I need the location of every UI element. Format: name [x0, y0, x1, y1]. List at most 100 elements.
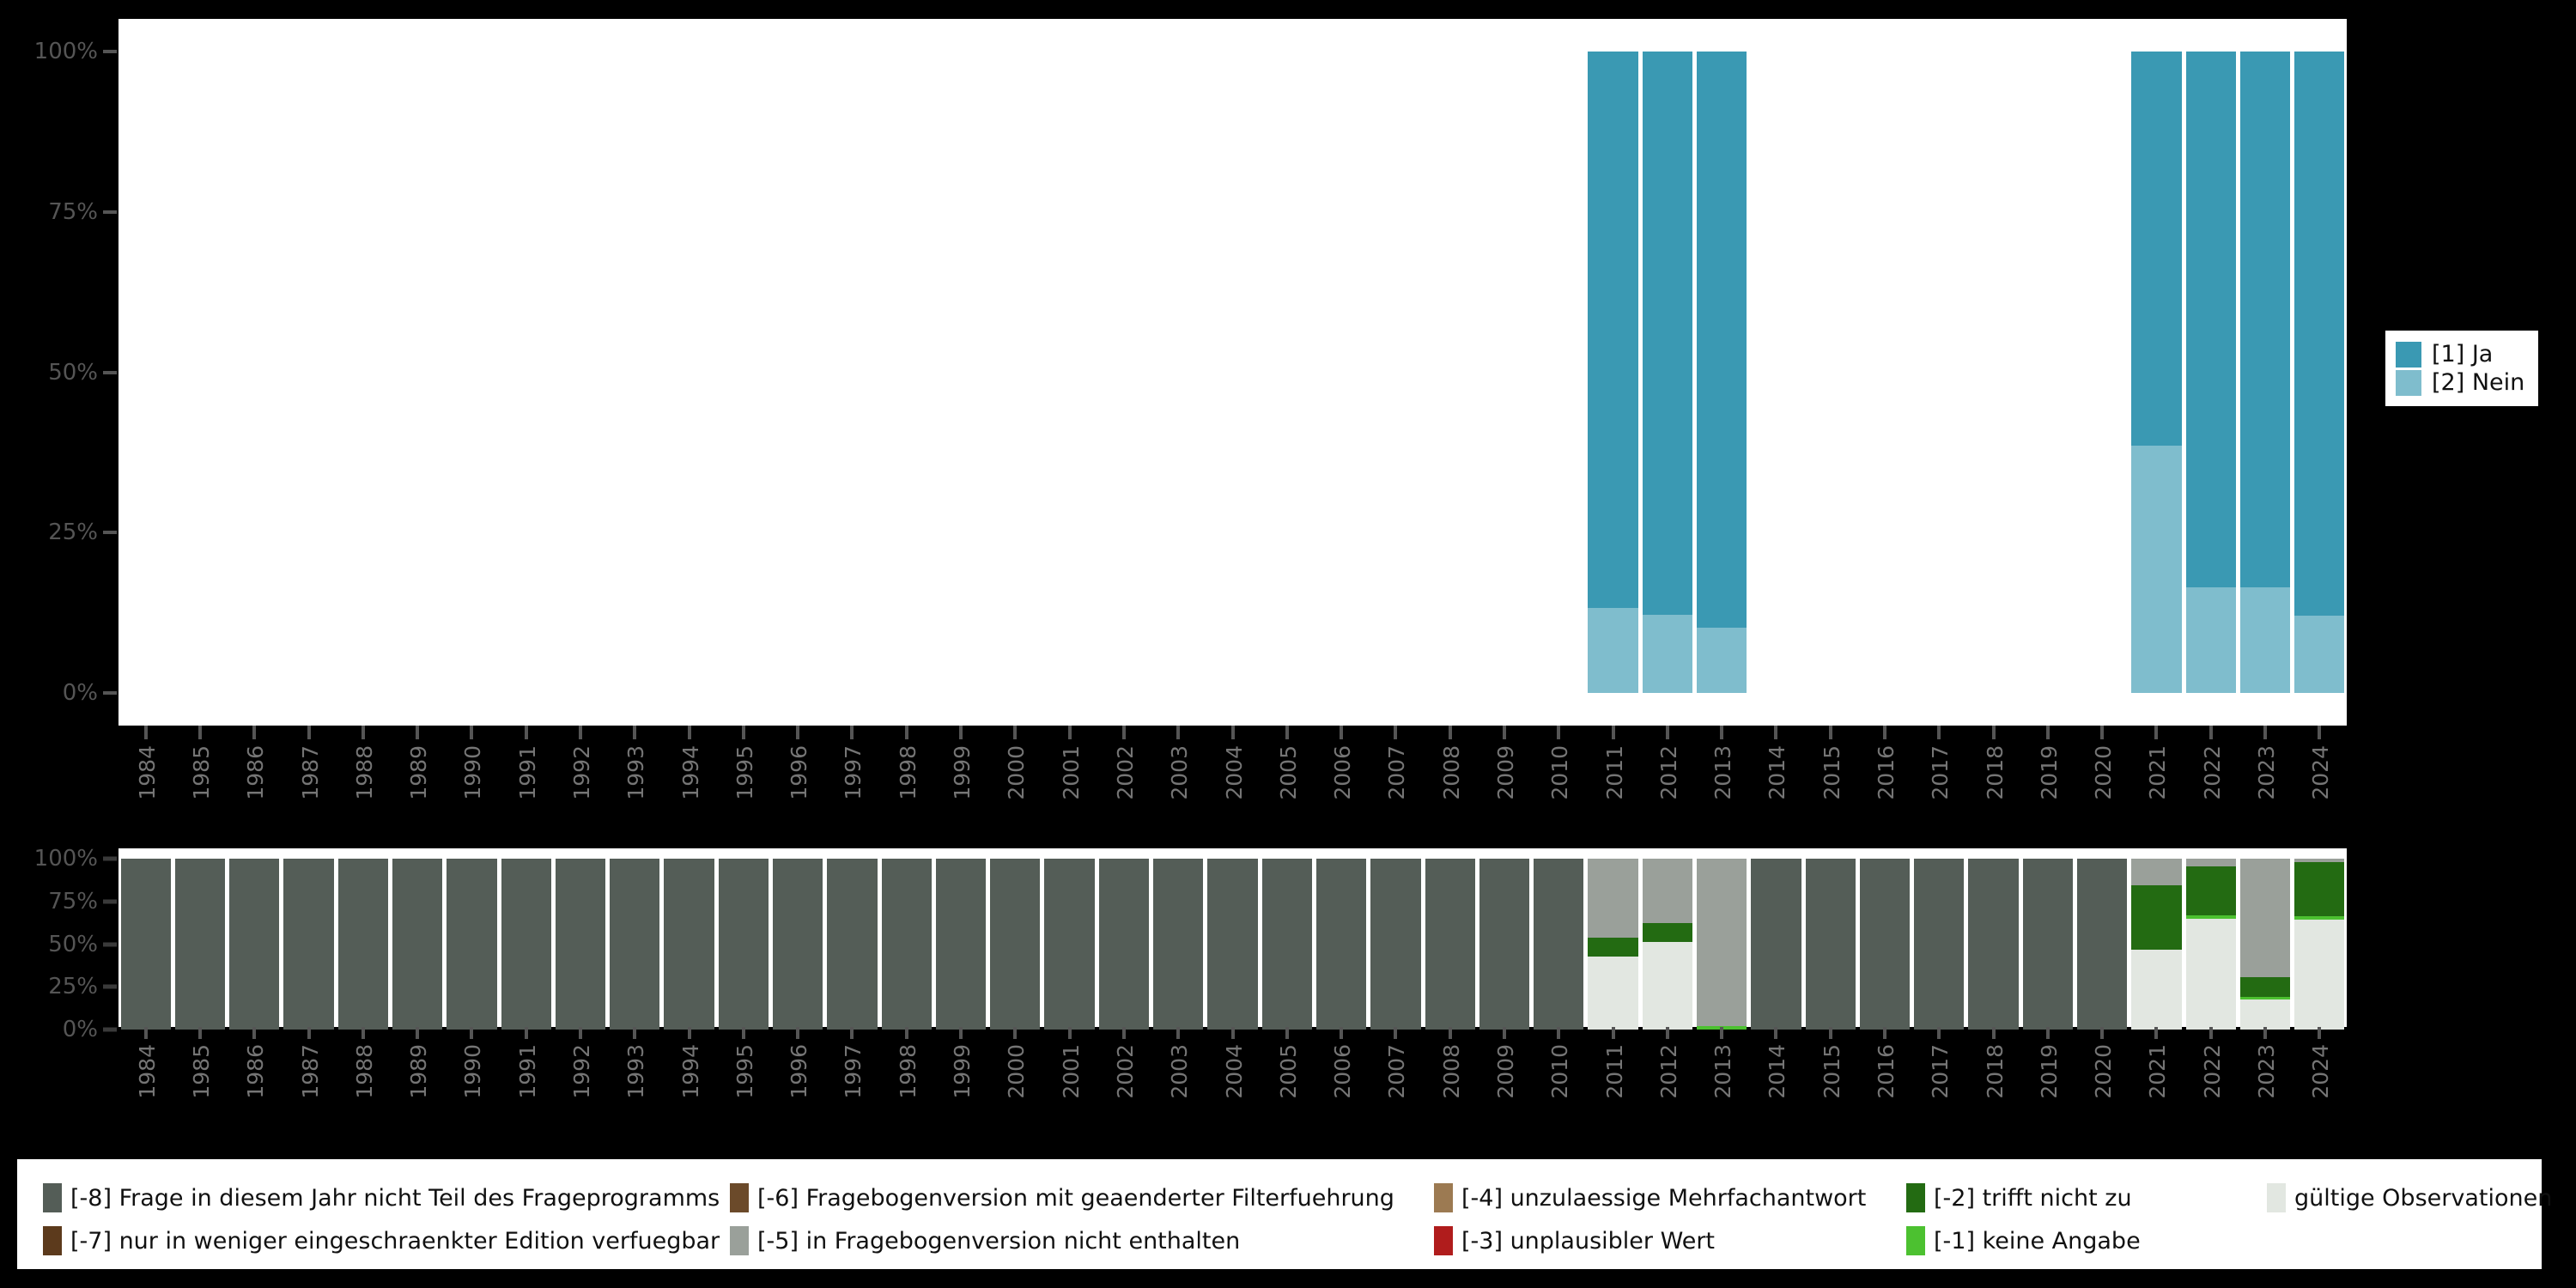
bottom-bar[interactable] — [1968, 859, 2019, 1030]
top-x-tick-label: 2011 — [1601, 745, 1627, 800]
bottom-x-tick-mark — [1774, 1027, 1778, 1039]
bottom-bar[interactable] — [2185, 859, 2236, 1030]
bottom-bar-segment — [1642, 941, 1692, 1030]
bottom-bar-segment — [2185, 866, 2236, 916]
top-x-tick-mark — [1937, 726, 1941, 739]
bottom-bar[interactable] — [1696, 859, 1747, 1030]
missing-code-legend-label: [-4] unzulaessige Mehrfachantwort — [1461, 1184, 1867, 1212]
top-bar-segment — [2239, 52, 2291, 587]
top-x-tick-mark — [2208, 726, 2213, 739]
bottom-y-tick-mark — [103, 899, 117, 904]
bottom-bar[interactable] — [1588, 859, 1638, 1030]
bottom-bar[interactable] — [664, 859, 714, 1030]
value-legend-label: [1] Ja — [2432, 341, 2494, 368]
bottom-bar[interactable] — [2022, 859, 2074, 1030]
bottom-bar[interactable] — [555, 859, 606, 1030]
bottom-bar[interactable] — [610, 859, 660, 1030]
bottom-bar[interactable] — [1315, 859, 1367, 1030]
bottom-bar-segment — [555, 859, 606, 1030]
bottom-bar-segment — [2131, 859, 2182, 885]
top-x-tick-label: 1987 — [297, 745, 323, 800]
top-bar[interactable] — [2239, 52, 2291, 693]
top-x-tick-label: 2023 — [2254, 745, 2280, 800]
top-bar[interactable] — [2131, 52, 2182, 693]
bottom-bar[interactable] — [1534, 859, 1584, 1030]
bottom-bar[interactable] — [1642, 859, 1692, 1030]
bottom-x-tick-label: 2012 — [1656, 1044, 1681, 1099]
bottom-bar[interactable] — [990, 859, 1041, 1030]
missing-code-legend-item[interactable]: [-2] trifft nicht zu — [1906, 1183, 2132, 1212]
bottom-bar[interactable] — [120, 859, 171, 1030]
missing-code-legend-item[interactable]: [-7] nur in weniger eingeschraenkter Edi… — [43, 1226, 720, 1255]
missing-code-legend-item[interactable]: [-3] unplausibler Wert — [1434, 1226, 1715, 1255]
top-x-tick-mark — [2263, 726, 2268, 739]
top-x-tick-mark — [524, 726, 528, 739]
bottom-bar[interactable] — [1479, 859, 1530, 1030]
bottom-bar[interactable] — [1207, 859, 1258, 1030]
bottom-bar-segment — [1534, 859, 1584, 1030]
bottom-bar[interactable] — [718, 859, 769, 1030]
top-bar[interactable] — [2185, 52, 2236, 693]
top-x-tick-label: 2014 — [1765, 745, 1790, 800]
missing-code-legend-item[interactable]: [-4] unzulaessige Mehrfachantwort — [1434, 1183, 1866, 1212]
top-x-tick-mark — [470, 726, 474, 739]
top-x-tick-label: 1995 — [732, 745, 757, 800]
value-legend-item[interactable]: [1] Ja — [2396, 341, 2524, 368]
bottom-x-tick-label: 1998 — [895, 1044, 920, 1099]
bottom-bar[interactable] — [827, 859, 878, 1030]
bottom-bar[interactable] — [2239, 859, 2291, 1030]
bottom-x-tick-label: 2000 — [1004, 1044, 1030, 1099]
bottom-bar[interactable] — [447, 859, 497, 1030]
bottom-bar[interactable] — [283, 859, 334, 1030]
bottom-bar[interactable] — [1098, 859, 1150, 1030]
top-x-tick-label: 2003 — [1167, 745, 1193, 800]
bottom-bar[interactable] — [1261, 859, 1312, 1030]
bottom-bar[interactable] — [501, 859, 551, 1030]
missing-code-legend-label: [-2] trifft nicht zu — [1934, 1184, 2132, 1212]
bottom-bar[interactable] — [337, 859, 388, 1030]
bottom-bar[interactable] — [1153, 859, 1204, 1030]
bottom-x-tick-mark — [1720, 1027, 1724, 1039]
missing-code-legend-item[interactable]: [-6] Fragebogenversion mit geaenderter F… — [730, 1183, 1394, 1212]
bottom-bar[interactable] — [1370, 859, 1421, 1030]
missing-code-legend-item[interactable]: [-1] keine Angabe — [1906, 1226, 2141, 1255]
top-bar[interactable] — [1696, 52, 1747, 693]
top-x-tick-label: 1989 — [406, 745, 432, 800]
bottom-x-tick-label: 2011 — [1601, 1044, 1627, 1099]
top-bar[interactable] — [2294, 52, 2345, 693]
bottom-bar[interactable] — [1859, 859, 1911, 1030]
bottom-bar[interactable] — [935, 859, 987, 1030]
bottom-x-tick-mark — [1937, 1027, 1941, 1039]
bottom-bar[interactable] — [229, 859, 280, 1030]
bottom-x-tick-label: 2022 — [2199, 1044, 2225, 1099]
top-y-tick-mark — [103, 531, 117, 535]
bottom-bar[interactable] — [1805, 859, 1856, 1030]
bottom-bar[interactable] — [392, 859, 443, 1030]
bottom-bar[interactable] — [2131, 859, 2182, 1030]
bottom-x-tick-label: 2014 — [1765, 1044, 1790, 1099]
missing-code-legend-item[interactable]: [-8] Frage in diesem Jahr nicht Teil des… — [43, 1183, 720, 1212]
top-bar[interactable] — [1642, 52, 1692, 693]
bottom-bar[interactable] — [1914, 859, 1965, 1030]
top-x-tick-label: 1998 — [895, 745, 920, 800]
top-bar[interactable] — [1588, 52, 1638, 693]
bottom-bar-segment — [990, 859, 1041, 1030]
value-legend-item[interactable]: [2] Nein — [2396, 369, 2524, 396]
bottom-x-tick-label: 1994 — [677, 1044, 703, 1099]
bottom-x-tick-mark — [1230, 1027, 1235, 1039]
top-x-tick-mark — [1340, 726, 1344, 739]
bottom-bar[interactable] — [2294, 859, 2345, 1030]
bottom-x-tick-label: 1989 — [406, 1044, 432, 1099]
bottom-bar[interactable] — [1425, 859, 1475, 1030]
bottom-bar[interactable] — [881, 859, 932, 1030]
bottom-bar[interactable] — [1044, 859, 1095, 1030]
missing-code-legend-item[interactable]: [-5] in Fragebogenversion nicht enthalte… — [730, 1226, 1240, 1255]
bottom-bar[interactable] — [174, 859, 226, 1030]
missing-code-legend-item[interactable]: gültige Observationen — [2267, 1183, 2552, 1212]
bottom-bar-segment — [1479, 859, 1530, 1030]
bottom-y-tick-label: 0% — [62, 1017, 98, 1042]
bottom-bar[interactable] — [2077, 859, 2128, 1030]
bottom-bar[interactable] — [1751, 859, 1801, 1030]
bottom-bar[interactable] — [773, 859, 823, 1030]
top-x-tick-label: 2022 — [2199, 745, 2225, 800]
